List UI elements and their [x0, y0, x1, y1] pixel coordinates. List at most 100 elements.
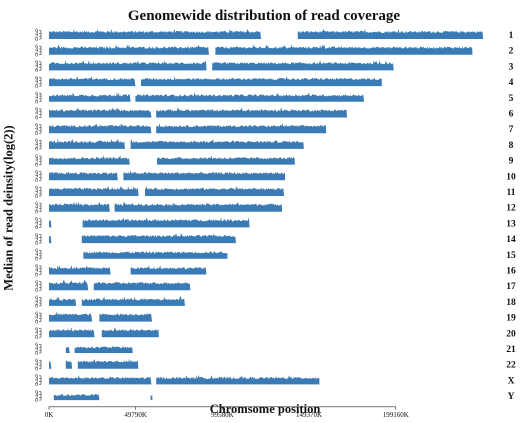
y-tick-label: 6 [35, 28, 38, 34]
coverage-area [49, 29, 483, 39]
chromosome-label: 9 [509, 157, 514, 167]
y-tick-label: 6 [35, 217, 38, 223]
y-tick-label: 0 [35, 210, 38, 216]
y-tick-label: 4 [35, 345, 38, 351]
y-tick-label: 6 [35, 295, 38, 301]
chromosome-label: 22 [506, 361, 516, 371]
chromosome-label: 18 [506, 298, 516, 308]
chromosome-label: 7 [509, 125, 514, 135]
coverage-area [49, 233, 236, 244]
y-tick-label: 6 [35, 342, 38, 348]
coverage-area [49, 186, 285, 196]
y-tick-label: 0 [35, 241, 38, 247]
y-tick-label: 4 [35, 94, 38, 100]
coverage-area [49, 327, 159, 338]
y-tick-label: 0 [35, 335, 38, 341]
y-tick-label: 2 [35, 332, 38, 338]
chromosome-label: 16 [506, 267, 516, 277]
y-tick-label: 6 [35, 327, 38, 333]
y-tick-label: 6 [35, 60, 38, 66]
y-tick-label: 2 [35, 175, 38, 181]
y-tick-label: 2 [35, 160, 38, 166]
y-tick-label: 2 [35, 112, 38, 118]
y-tick-label: 6 [35, 44, 38, 50]
coverage-area [49, 60, 394, 71]
y-tick-label: 4 [35, 282, 38, 288]
coverage-area [49, 76, 382, 87]
y-tick-label: 6 [35, 138, 38, 144]
y-tick-label: 6 [35, 122, 38, 128]
y-tick-label: 2 [35, 317, 38, 323]
y-tick-label: 0 [35, 131, 38, 137]
y-tick-label: 2 [35, 379, 38, 385]
y-tick-label: 6 [35, 75, 38, 81]
y-tick-label: 0 [35, 162, 38, 168]
y-tick-label: 0 [35, 398, 38, 404]
y-tick-label: 0 [35, 194, 38, 200]
y-tick-label: 6 [35, 264, 38, 270]
y-tick-label: 2 [35, 144, 38, 150]
chromosome-label: 8 [509, 141, 514, 151]
coverage-area [49, 92, 364, 102]
y-tick-label: 4 [35, 204, 38, 210]
y-tick-label: 2 [35, 97, 38, 103]
y-tick-label: 4 [35, 235, 38, 241]
y-tick-label: 0 [35, 178, 38, 184]
y-tick-label: 2 [35, 50, 38, 56]
y-tick-label: 4 [35, 251, 38, 257]
y-tick-label: 2 [35, 207, 38, 213]
y-tick-label: 0 [35, 257, 38, 263]
y-tick-label: 4 [35, 110, 38, 116]
coverage-area [49, 44, 473, 55]
x-tick-label: 149370K [296, 411, 322, 419]
chromosome-label: X [508, 376, 515, 386]
coverage-area [49, 170, 286, 181]
y-tick-label: 4 [35, 62, 38, 68]
y-tick-label: 2 [35, 81, 38, 87]
y-tick-label: 4 [35, 78, 38, 84]
y-tick-label: 4 [35, 392, 38, 398]
chromosome-label: 20 [506, 329, 516, 339]
y-tick-label: 4 [35, 31, 38, 37]
chromosome-label: Y [508, 392, 515, 402]
y-tick-label: 6 [35, 374, 38, 380]
y-tick-label: 4 [35, 188, 38, 194]
coverage-area [49, 123, 327, 134]
y-tick-label: 6 [35, 389, 38, 395]
y-tick-label: 2 [35, 285, 38, 291]
y-tick-label: 0 [35, 68, 38, 74]
y-tick-label: 2 [35, 191, 38, 197]
y-tick-label: 0 [35, 84, 38, 90]
x-tick-label: 199160K [383, 411, 409, 419]
coverage-area [49, 265, 207, 275]
y-tick-label: 4 [35, 219, 38, 225]
y-tick-label: 0 [35, 100, 38, 106]
chromosome-label: 6 [509, 110, 514, 120]
coverage-area [49, 155, 295, 165]
coverage-area [65, 346, 133, 353]
chromosome-label: 13 [506, 219, 516, 229]
y-tick-label: 6 [35, 279, 38, 285]
coverage-area [83, 251, 228, 259]
y-tick-label: 0 [35, 304, 38, 310]
chromosome-label: 17 [506, 282, 516, 292]
